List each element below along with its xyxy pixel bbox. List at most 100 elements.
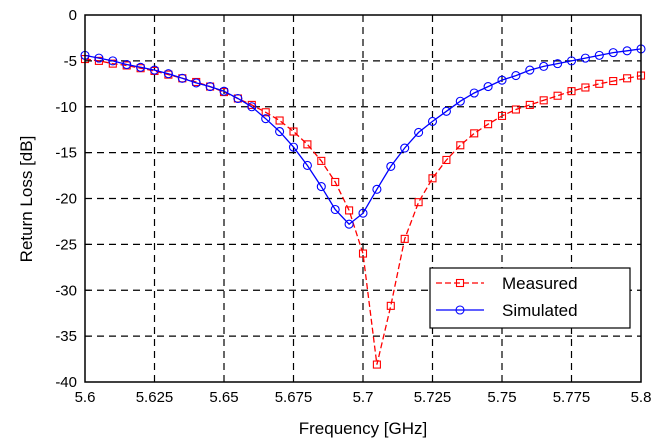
measured-point: [497, 111, 507, 120]
measured-point: [386, 301, 395, 310]
simulated-point: [372, 184, 382, 194]
measured-point: [609, 77, 618, 86]
y-tick-label: -35: [55, 328, 77, 345]
y-tick-label: -40: [55, 374, 77, 391]
measured-point: [275, 116, 284, 125]
measured-point: [623, 74, 632, 83]
simulated-point: [177, 73, 187, 83]
y-axis-title: Return Loss [dB]: [17, 136, 36, 263]
simulated-point: [275, 126, 285, 137]
simulated-point: [497, 75, 507, 85]
simulated-point: [136, 62, 146, 72]
simulated-point: [622, 46, 632, 56]
simulated-point: [455, 96, 465, 106]
legend-label-measured: Measured: [502, 274, 578, 293]
simulated-point: [400, 143, 410, 153]
simulated-point: [483, 82, 493, 92]
simulated-point: [191, 78, 201, 88]
simulated-point: [553, 59, 563, 69]
simulated-point: [205, 82, 215, 92]
simulated-point: [386, 161, 396, 171]
measured-point: [358, 249, 368, 258]
simulated-point: [261, 114, 271, 124]
measured-point: [595, 79, 604, 88]
simulated-line: [84, 48, 642, 226]
y-tick-label: -20: [55, 191, 77, 208]
simulated-point: [427, 116, 438, 126]
simulated-point: [525, 65, 535, 75]
simulated-point: [233, 93, 243, 104]
simulated-point: [594, 50, 604, 60]
simulated-series: [80, 44, 646, 229]
simulated-point: [511, 71, 521, 81]
simulated-point: [539, 61, 549, 71]
measured-point: [428, 174, 437, 183]
measured-point: [553, 91, 562, 100]
legend-item-simulated: Simulated: [436, 301, 578, 320]
x-tick-label: 5.75: [487, 389, 516, 406]
x-axis-title: Frequency [GHz]: [299, 419, 428, 438]
x-tick-label: 5.6: [75, 389, 96, 406]
x-tick-label: 5.775: [553, 389, 591, 406]
x-tick-label: 5.7: [353, 389, 374, 406]
measured-point: [372, 360, 381, 369]
simulated-point: [566, 56, 577, 66]
simulated-point: [344, 219, 354, 229]
simulated-point: [580, 53, 590, 63]
measured-point: [414, 198, 423, 207]
measured-point: [303, 140, 312, 149]
x-tick-label: 5.625: [136, 389, 174, 406]
measured-point: [539, 96, 548, 105]
x-tick-label: 5.8: [631, 389, 652, 406]
simulated-point: [441, 106, 451, 116]
x-tick-label: 5.725: [414, 389, 452, 406]
legend-marker-measured: [455, 278, 465, 288]
x-axis-ticks: 5.6 5.625 5.65 5.675 5.7 5.725 5.75 5.775 5.8: [75, 377, 652, 406]
measured-point: [442, 155, 451, 165]
measured-point: [400, 234, 409, 243]
simulated-point: [163, 69, 173, 79]
y-tick-label: -15: [55, 145, 77, 162]
x-tick-label: 5.675: [275, 389, 313, 406]
simulated-point: [414, 127, 424, 137]
simulated-point: [149, 65, 160, 75]
series-layer: [80, 44, 646, 369]
x-tick-label: 5.65: [209, 389, 238, 406]
y-tick-label: -30: [55, 282, 77, 299]
legend-marker-simulated: [455, 305, 465, 315]
simulated-point: [358, 208, 368, 218]
simulated-point: [608, 48, 618, 58]
simulated-point: [316, 182, 326, 192]
simulated-point: [108, 56, 118, 66]
measured-point: [525, 100, 534, 109]
measured-point: [581, 83, 590, 92]
simulated-point: [288, 142, 299, 152]
y-tick-label: -10: [55, 99, 77, 116]
legend: Measured Simulated: [429, 267, 631, 329]
simulated-point: [122, 59, 132, 70]
measured-point: [484, 120, 493, 129]
measured-point: [331, 177, 340, 187]
simulated-point: [247, 102, 257, 112]
simulated-point: [469, 88, 479, 98]
measured-point: [345, 206, 354, 215]
legend-box: [429, 267, 631, 329]
grid-lines: [85, 15, 641, 382]
measured-point: [567, 87, 576, 96]
measured-point: [456, 141, 465, 150]
y-axis-ticks: 0 -5 -10 -15 -20 -25 -30 -35 -40: [55, 7, 90, 391]
legend-item-measured: Measured: [436, 274, 578, 293]
measured-point: [289, 127, 298, 136]
simulated-point: [302, 160, 312, 171]
measured-point: [511, 105, 520, 114]
measured-point: [470, 129, 479, 138]
measured-point: [261, 108, 270, 117]
legend-label-simulated: Simulated: [502, 301, 578, 320]
y-tick-label: -25: [55, 236, 77, 253]
y-tick-label: -5: [64, 53, 77, 70]
simulated-point: [219, 86, 229, 96]
simulated-point: [94, 53, 104, 63]
y-tick-label: 0: [69, 7, 77, 24]
measured-point: [317, 156, 326, 165]
